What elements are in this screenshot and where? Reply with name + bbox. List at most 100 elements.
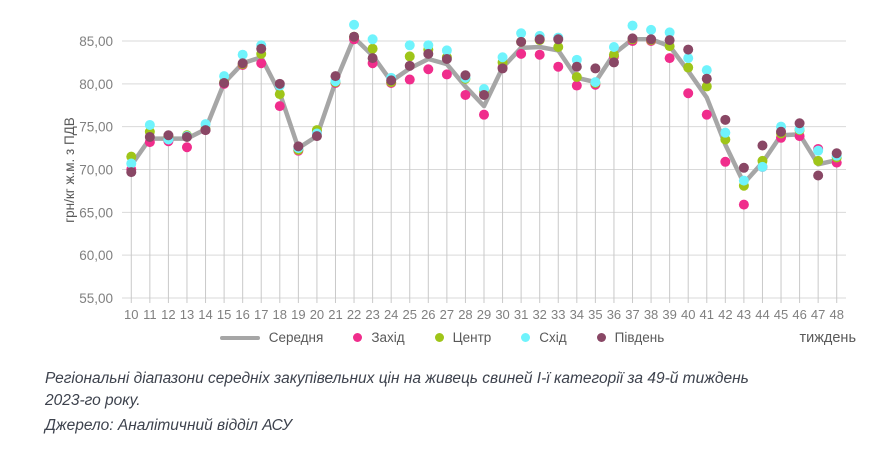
data-dot-pivden [237,58,248,69]
x-tick-label: 29 [477,307,491,322]
x-tick-label: 38 [644,307,658,322]
y-tick-label: 65,00 [79,205,113,220]
chart-caption: Регіональні діапазони середніх закупівел… [45,368,855,437]
legend-dot-marker-tsentr [434,333,444,342]
y-tick-label: 80,00 [79,77,113,92]
legend-line-marker-serednia [219,335,260,340]
data-dot-skhid [720,127,731,138]
data-dot-skhid [349,19,360,30]
x-tick-label: 26 [421,307,435,322]
x-tick-label: 30 [495,307,509,322]
x-tick-label: 11 [143,307,157,322]
data-dot-skhid [423,40,434,51]
data-dot-pivden [516,36,527,47]
legend-dot-marker-skhid [521,333,531,342]
data-dot-pivden [200,125,211,136]
data-dot-pivden [441,53,452,64]
data-dot-tsentr [683,62,694,73]
legend-label-tsentr: Центр [452,330,492,345]
data-dot-tsentr [404,51,415,62]
data-dot-pivden [738,162,749,173]
data-dot-zakhid [256,58,267,69]
data-dot-skhid [144,119,155,130]
data-dot-skhid [627,20,638,31]
data-dot-pivden [256,43,267,54]
x-tick-label: 37 [625,307,639,322]
data-dot-skhid [219,71,230,82]
data-dot-skhid [441,45,452,56]
x-tick-label: 18 [273,307,287,322]
data-dot-pivden [163,130,174,141]
x-tick-label: 35 [588,307,602,322]
data-dot-pivden [497,63,508,74]
data-dot-tsentr [571,71,582,82]
y-axis-title: грн/кг ж.м. з ПДВ [62,117,77,223]
x-tick-label: 34 [570,307,584,322]
data-dot-zakhid [738,199,749,210]
data-dot-zakhid [274,101,285,112]
legend-item-serednia: Середня [219,330,323,345]
data-dot-pivden [701,73,712,84]
data-dot-pivden [776,126,787,137]
data-dot-zakhid [460,89,471,100]
data-dot-pivden [181,131,192,142]
x-tick-label: 10 [124,307,138,322]
data-dot-pivden [627,33,638,44]
price-chart-svg: 55,00 60,00 65,00 70,00 75,00 80,00 85,00 10 11 1… [62,19,846,322]
data-dot-skhid [237,49,248,60]
data-dot-tsentr [367,43,378,54]
x-tick-label: 14 [198,307,212,322]
data-dot-skhid [738,175,749,186]
data-dot-pivden [423,48,434,59]
data-dot-skhid [608,41,619,52]
data-dot-pivden [144,131,155,142]
data-dot-pivden [311,131,322,142]
x-tick-label: 41 [700,307,714,322]
data-dot-pivden [386,75,397,86]
x-tick-label: 33 [551,307,565,322]
x-axis-title: тиждень [799,330,856,346]
data-dot-tsentr [720,134,731,145]
data-dot-pivden [219,77,230,88]
x-tick-label: 36 [607,307,621,322]
data-dot-zakhid [534,49,545,60]
legend-item-tsentr: Центр [434,330,492,345]
y-tick-label: 85,00 [79,34,113,49]
data-dot-zakhid [553,61,564,72]
x-tick-label: 39 [662,307,676,322]
legend-item-zakhid: Захід [353,330,405,345]
legend-label-zakhid: Захід [371,330,405,345]
data-dot-zakhid [441,69,452,80]
data-dot-zakhid [571,80,582,91]
data-dot-zakhid [423,64,434,75]
x-tick-label: 17 [254,307,268,322]
data-dot-skhid [683,53,694,64]
x-tick-label: 22 [347,307,361,322]
data-dot-pivden [813,170,824,181]
x-tick-label: 32 [532,307,546,322]
y-tick-label: 55,00 [79,291,113,306]
x-tick-label: 25 [403,307,417,322]
data-dot-tsentr [126,151,137,162]
data-dot-zakhid [720,156,731,167]
data-dot-pivden [274,78,285,89]
x-tick-label: 13 [180,307,194,322]
data-dot-pivden [367,53,378,64]
legend-dot-marker-pivden [596,333,606,342]
data-dot-pivden [349,31,360,42]
legend-label-skhid: Схід [539,330,567,345]
x-tick-label: 16 [235,307,249,322]
data-dot-zakhid [664,53,675,64]
data-dot-tsentr [608,49,619,60]
data-dot-zakhid [516,48,527,59]
caption-line-1: Регіональні діапазони середніх закупівел… [45,370,749,387]
data-dot-skhid [367,34,378,45]
data-dot-pivden [590,63,601,74]
x-tick-label: 40 [681,307,695,322]
data-dot-pivden [757,140,768,151]
data-dot-tsentr [813,155,824,166]
data-dot-tsentr [274,89,285,100]
data-dot-pivden [683,44,694,55]
legend-item-skhid: Схід [521,330,567,345]
legend-item-pivden: Південь [596,330,664,345]
